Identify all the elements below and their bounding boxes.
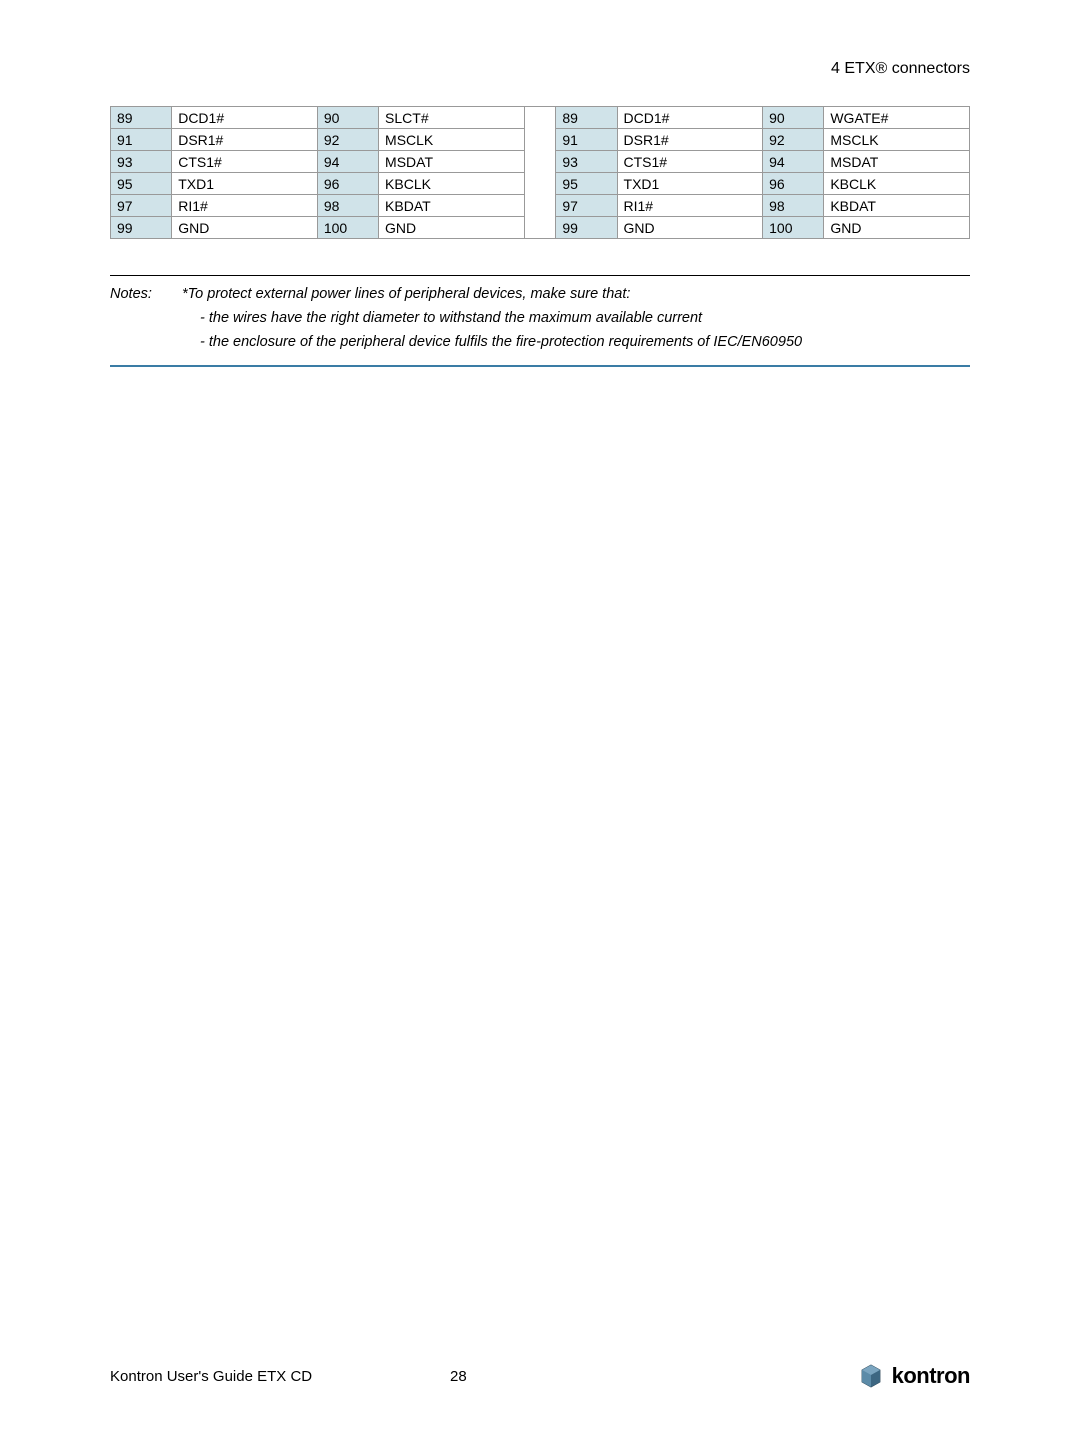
table-row: 97RI1#98KBDAT97RI1#98KBDAT (111, 195, 970, 217)
brand-logo: kontron (858, 1363, 970, 1389)
pin-signal-cell: TXD1 (172, 173, 318, 195)
table-row: 93CTS1#94MSDAT93CTS1#94MSDAT (111, 151, 970, 173)
notes-section: Notes: *To protect external power lines … (110, 275, 970, 367)
pin-number-cell: 97 (556, 195, 617, 217)
table-spacer (524, 129, 556, 151)
pin-signal-cell: RI1# (617, 195, 763, 217)
table-row: 91DSR1#92MSCLK91DSR1#92MSCLK (111, 129, 970, 151)
pin-signal-cell: DCD1# (172, 107, 318, 129)
footer-doc-title: Kontron User's Guide ETX CD (110, 1368, 312, 1385)
pin-signal-cell: GND (172, 217, 318, 239)
pin-number-cell: 91 (556, 129, 617, 151)
table-spacer (524, 217, 556, 239)
table-spacer (524, 107, 556, 129)
notes-label: Notes: (110, 284, 182, 355)
pin-table: 89DCD1#90SLCT#89DCD1#90WGATE#91DSR1#92MS… (110, 106, 970, 239)
pin-signal-cell: GND (379, 217, 525, 239)
pin-signal-cell: MSCLK (379, 129, 525, 151)
pin-number-cell: 89 (111, 107, 172, 129)
pin-signal-cell: CTS1# (172, 151, 318, 173)
pin-number-cell: 95 (111, 173, 172, 195)
pin-number-cell: 92 (763, 129, 824, 151)
pin-number-cell: 94 (763, 151, 824, 173)
pin-signal-cell: DSR1# (172, 129, 318, 151)
notes-line: *To protect external power lines of peri… (182, 284, 970, 306)
pin-signal-cell: RI1# (172, 195, 318, 217)
pin-signal-cell: GND (617, 217, 763, 239)
table-row: 89DCD1#90SLCT#89DCD1#90WGATE# (111, 107, 970, 129)
table-spacer (524, 151, 556, 173)
pin-signal-cell: KBCLK (824, 173, 970, 195)
pin-signal-cell: MSDAT (824, 151, 970, 173)
table-spacer (524, 195, 556, 217)
pin-signal-cell: KBCLK (379, 173, 525, 195)
pin-number-cell: 92 (317, 129, 378, 151)
pin-signal-cell: WGATE# (824, 107, 970, 129)
pin-signal-cell: KBDAT (379, 195, 525, 217)
pin-number-cell: 91 (111, 129, 172, 151)
pin-number-cell: 96 (317, 173, 378, 195)
pin-number-cell: 90 (317, 107, 378, 129)
footer-page-number: 28 (450, 1368, 467, 1385)
page-section-title: 4 ETX® connectors (110, 60, 970, 78)
pin-number-cell: 100 (763, 217, 824, 239)
notes-content: *To protect external power lines of peri… (182, 284, 970, 355)
pin-number-cell: 98 (763, 195, 824, 217)
pin-signal-cell: MSCLK (824, 129, 970, 151)
pin-number-cell: 94 (317, 151, 378, 173)
pin-signal-cell: DSR1# (617, 129, 763, 151)
pin-signal-cell: DCD1# (617, 107, 763, 129)
pin-number-cell: 96 (763, 173, 824, 195)
pin-number-cell: 90 (763, 107, 824, 129)
pin-number-cell: 97 (111, 195, 172, 217)
notes-line: - the enclosure of the peripheral device… (182, 332, 970, 354)
table-spacer (524, 173, 556, 195)
table-row: 99GND100GND99GND100GND (111, 217, 970, 239)
pin-number-cell: 99 (111, 217, 172, 239)
table-row: 95TXD196KBCLK95TXD196KBCLK (111, 173, 970, 195)
brand-logo-text: kontron (892, 1363, 970, 1389)
pin-signal-cell: SLCT# (379, 107, 525, 129)
pin-number-cell: 93 (556, 151, 617, 173)
pin-signal-cell: GND (824, 217, 970, 239)
pin-signal-cell: TXD1 (617, 173, 763, 195)
pin-number-cell: 95 (556, 173, 617, 195)
page-footer: Kontron User's Guide ETX CD 28 kontron (110, 1363, 970, 1389)
kontron-icon (858, 1363, 884, 1389)
pin-number-cell: 93 (111, 151, 172, 173)
pin-signal-cell: MSDAT (379, 151, 525, 173)
pin-number-cell: 99 (556, 217, 617, 239)
notes-line: - the wires have the right diameter to w… (182, 308, 970, 330)
pin-number-cell: 89 (556, 107, 617, 129)
pin-signal-cell: KBDAT (824, 195, 970, 217)
pin-number-cell: 100 (317, 217, 378, 239)
pin-signal-cell: CTS1# (617, 151, 763, 173)
pin-number-cell: 98 (317, 195, 378, 217)
